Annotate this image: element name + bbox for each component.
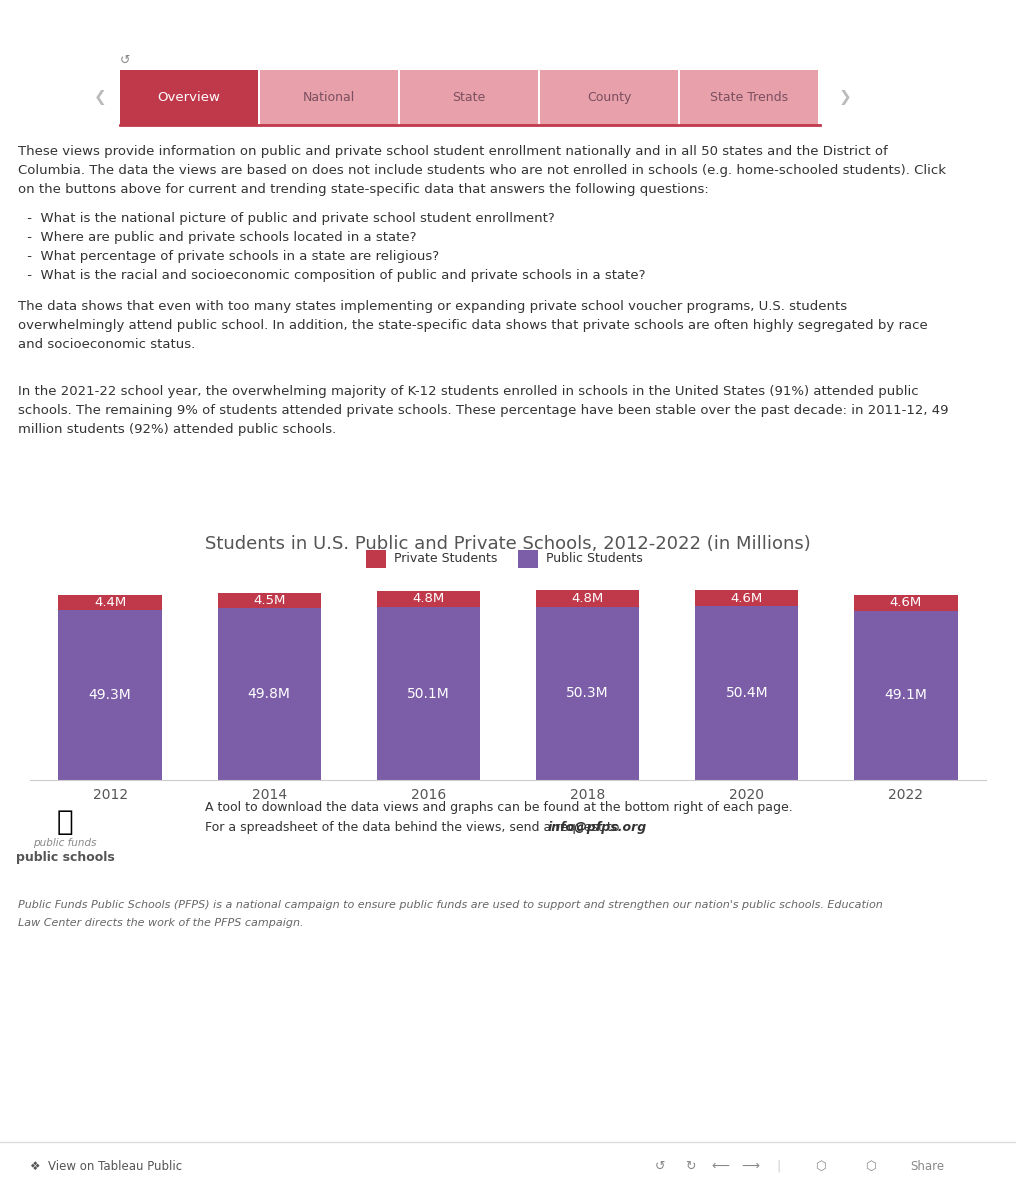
Text: These views provide information on public and private school student enrollment : These views provide information on publi… <box>18 145 888 158</box>
Bar <box>377 591 481 607</box>
Text: 4.8M: 4.8M <box>412 592 445 605</box>
Text: Share: Share <box>910 1160 944 1172</box>
Text: Private Students: Private Students <box>394 553 497 566</box>
Bar <box>535 606 639 780</box>
Text: Law Center directs the work of the PFPS campaign.: Law Center directs the work of the PFPS … <box>18 918 304 928</box>
Text: 49.1M: 49.1M <box>885 688 928 703</box>
Text: 4.6M: 4.6M <box>890 597 923 610</box>
Text: ⬡: ⬡ <box>815 1160 825 1172</box>
Text: 4.4M: 4.4M <box>93 596 126 609</box>
Text: County: County <box>587 91 631 104</box>
Bar <box>539 70 678 125</box>
Bar <box>120 70 258 125</box>
Text: ❮: ❮ <box>93 91 107 105</box>
Text: ⟶: ⟶ <box>741 1160 759 1172</box>
Bar <box>260 70 398 125</box>
Text: -  Where are public and private schools located in a state?: - Where are public and private schools l… <box>23 231 417 244</box>
Bar <box>680 70 818 125</box>
Bar <box>366 550 386 568</box>
Text: |: | <box>776 1160 780 1172</box>
Text: A tool to download the data views and graphs can be found at the bottom right of: A tool to download the data views and gr… <box>205 802 792 813</box>
Text: info@pfps.org: info@pfps.org <box>548 821 647 834</box>
Text: Overview: Overview <box>157 91 220 104</box>
Text: State: State <box>452 91 486 104</box>
Text: 49.8M: 49.8M <box>248 687 291 701</box>
Text: In the 2021-22 school year, the overwhelming majority of K-12 students enrolled : In the 2021-22 school year, the overwhel… <box>18 385 918 398</box>
Bar <box>400 70 538 125</box>
Text: The data shows that even with too many states implementing or expanding private : The data shows that even with too many s… <box>18 300 847 313</box>
Text: schools. The remaining 9% of students attended private schools. These percentage: schools. The remaining 9% of students at… <box>18 404 949 417</box>
Bar <box>695 606 799 780</box>
Bar <box>518 550 538 568</box>
Bar <box>217 593 321 609</box>
Text: 50.3M: 50.3M <box>566 686 609 700</box>
Text: For a spreadsheet of the data behind the views, send a request to: For a spreadsheet of the data behind the… <box>205 821 624 834</box>
Text: ↻: ↻ <box>685 1160 695 1172</box>
Text: 4.5M: 4.5M <box>253 594 285 607</box>
Text: 50.1M: 50.1M <box>407 687 450 700</box>
Text: 4.6M: 4.6M <box>731 592 763 605</box>
Text: ❖  View on Tableau Public: ❖ View on Tableau Public <box>30 1160 182 1172</box>
Text: ❯: ❯ <box>838 91 851 105</box>
Text: State Trends: State Trends <box>710 91 788 104</box>
Text: public funds: public funds <box>34 838 97 848</box>
Text: -  What is the racial and socioeconomic composition of public and private school: - What is the racial and socioeconomic c… <box>23 269 645 282</box>
Text: ↺: ↺ <box>120 54 130 67</box>
Text: Columbia. The data the views are based on does not include students who are not : Columbia. The data the views are based o… <box>18 164 946 177</box>
Text: public schools: public schools <box>15 852 115 863</box>
Bar <box>695 591 799 606</box>
Text: overwhelmingly attend public school. In addition, the state-specific data shows : overwhelmingly attend public school. In … <box>18 319 928 332</box>
Text: -  What is the national picture of public and private school student enrollment?: - What is the national picture of public… <box>23 212 555 225</box>
Text: U.S. Public and Private School Student Enrollment and Composition: U.S. Public and Private School Student E… <box>156 12 860 32</box>
Bar <box>58 594 162 610</box>
Bar <box>535 590 639 606</box>
Text: ⟵: ⟵ <box>711 1160 728 1172</box>
Bar <box>377 607 481 780</box>
Text: National: National <box>303 91 356 104</box>
Bar <box>217 609 321 780</box>
Text: 4.8M: 4.8M <box>571 592 604 605</box>
Text: 🍎: 🍎 <box>57 807 73 836</box>
Text: ⬡: ⬡ <box>865 1160 876 1172</box>
Text: 50.4M: 50.4M <box>725 686 768 700</box>
Text: 49.3M: 49.3M <box>88 688 131 701</box>
Bar <box>58 610 162 780</box>
Text: and socioeconomic status.: and socioeconomic status. <box>18 338 195 351</box>
Text: -  What percentage of private schools in a state are religious?: - What percentage of private schools in … <box>23 250 439 263</box>
Text: on the buttons above for current and trending state-specific data that answers t: on the buttons above for current and tre… <box>18 183 709 197</box>
Bar <box>854 611 958 780</box>
Text: Public Students: Public Students <box>546 553 643 566</box>
Text: million students (92%) attended public schools.: million students (92%) attended public s… <box>18 423 336 436</box>
Bar <box>854 594 958 611</box>
Text: Public Funds Public Schools (PFPS) is a national campaign to ensure public funds: Public Funds Public Schools (PFPS) is a … <box>18 900 883 910</box>
Text: ↺: ↺ <box>654 1160 665 1172</box>
Text: Students in U.S. Public and Private Schools, 2012-2022 (in Millions): Students in U.S. Public and Private Scho… <box>205 535 811 553</box>
